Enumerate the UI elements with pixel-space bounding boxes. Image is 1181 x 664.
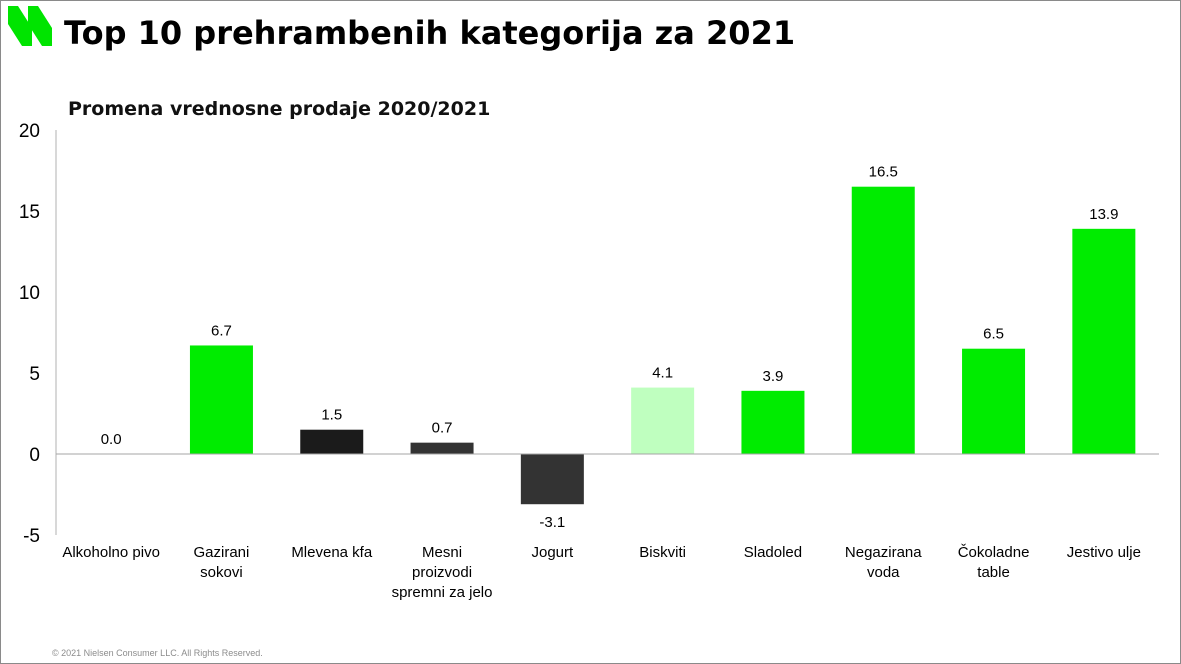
data-label: 4.1	[652, 365, 673, 382]
x-tick-label: Sladoled	[713, 543, 833, 563]
x-tick-label-line: Gazirani	[193, 544, 250, 561]
bar	[189, 345, 253, 454]
x-tick-label-line: Mlevena kfa	[291, 544, 373, 561]
y-tick-label: 15	[19, 202, 40, 223]
x-tick-label-line: voda	[866, 564, 900, 581]
x-tick-label-line: Čokoladne	[957, 544, 1030, 561]
x-tick-label-line: spremni za jelo	[391, 584, 493, 601]
x-tick-label: Negazirana voda	[823, 543, 943, 583]
data-label: 0.0	[101, 431, 122, 448]
bar	[962, 348, 1026, 454]
bar	[520, 454, 584, 505]
x-tick-label: Gazirani sokovi	[161, 543, 281, 583]
bar	[410, 442, 474, 454]
x-tick-label-line: Jogurt	[531, 544, 574, 561]
data-label: 3.9	[763, 368, 784, 385]
x-tick-label: Alkoholno pivo	[51, 543, 171, 563]
x-tick-label: Jogurt	[492, 543, 612, 563]
x-tick-label: Biskviti	[603, 543, 723, 563]
y-tick-label: 20	[19, 121, 40, 142]
y-tick-label: 5	[29, 364, 40, 385]
x-tick-label-line: table	[977, 564, 1010, 581]
x-tick-label-line: sokovi	[200, 564, 243, 581]
chart-subtitle: Promena vrednosne prodaje 2020/2021	[68, 98, 491, 120]
bar	[631, 387, 695, 454]
x-tick-label-line: Mesni	[422, 544, 463, 561]
y-tick-label: -5	[23, 526, 40, 547]
x-tick-label-line: proizvodi	[412, 564, 473, 581]
x-tick-label-line: Jestivo ulje	[1066, 544, 1141, 561]
data-label: 1.5	[321, 407, 342, 424]
bar	[300, 429, 364, 454]
x-tick-label: Mlevena kfa	[272, 543, 392, 563]
nielsen-logo-icon	[8, 6, 52, 46]
x-tick-label: Čokoladne table	[934, 543, 1054, 583]
data-label: 6.7	[211, 322, 232, 339]
x-tick-label-line: Negazirana	[844, 544, 922, 561]
x-tick-label: Jestivo ulje	[1044, 543, 1164, 563]
x-tick-label-line: Alkoholno pivo	[62, 544, 160, 561]
x-tick-label: Mesni proizvodi spremni za jelo	[382, 543, 502, 603]
page-title: Top 10 prehrambenih kategorija za 2021	[64, 14, 796, 52]
bar-chart: 20 15 10 5 0 -5 0.0 6.7 1.5 0.7 -3.1 4.1 3.9 16.5 6.5 1…	[19, 121, 1159, 547]
data-label: -3.1	[539, 514, 565, 531]
copyright-footer: © 2021 Nielsen Consumer LLC. All Rights …	[52, 648, 263, 658]
data-label: 6.5	[983, 326, 1004, 343]
data-label: 13.9	[1089, 206, 1118, 223]
data-label: 16.5	[869, 164, 898, 181]
bar	[1072, 228, 1136, 454]
y-tick-label: 10	[19, 283, 40, 304]
bar	[851, 186, 915, 454]
x-tick-label-line: Sladoled	[743, 544, 803, 561]
bar	[741, 390, 805, 454]
y-tick-label: 0	[29, 445, 40, 466]
data-label: 0.7	[432, 420, 453, 437]
x-tick-label-line: Biskviti	[639, 544, 686, 561]
